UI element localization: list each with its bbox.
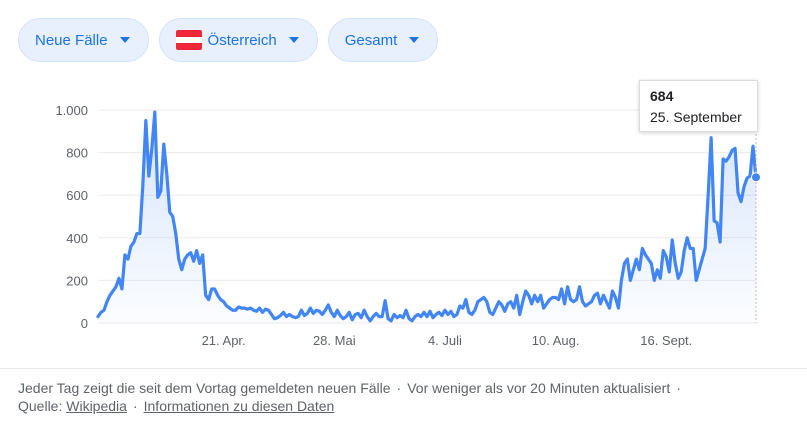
x-tick-label: 28. Mai <box>313 333 356 348</box>
y-tick-label: 400 <box>66 231 88 246</box>
source-label: Quelle: <box>18 398 63 414</box>
chevron-down-icon <box>409 37 420 43</box>
metric-dropdown[interactable]: Neue Fälle <box>18 18 149 62</box>
austria-flag-icon <box>175 30 202 50</box>
footer-separator: · <box>676 380 681 396</box>
hover-point <box>751 172 761 183</box>
series-area <box>98 112 756 323</box>
range-label: Gesamt <box>344 31 398 49</box>
series-line <box>96 110 758 323</box>
y-tick-label: 800 <box>66 146 88 161</box>
cases-line-chart[interactable]: 0 200 400 600 800 1.000 21. Apr. 28. Mai 4. Juli… <box>0 70 807 360</box>
y-tick-label: 600 <box>66 188 88 203</box>
tooltip-value: 684 <box>650 88 674 104</box>
range-dropdown[interactable]: Gesamt <box>327 18 439 62</box>
x-tick-label: 4. Juli <box>428 333 462 348</box>
footer-updated: Vor weniger als vor 20 Minuten aktualisi… <box>407 380 671 396</box>
footer-divider <box>0 368 807 369</box>
x-tick-label: 10. Aug. <box>532 333 580 348</box>
y-tick-label: 200 <box>66 273 88 288</box>
data-info-link[interactable]: Informationen zu diesen Daten <box>143 398 335 414</box>
x-tick-label: 21. Apr. <box>202 333 246 348</box>
flag-stripe-bottom <box>175 43 202 50</box>
chart-tooltip: 684 25. September <box>639 80 758 132</box>
wikipedia-link[interactable]: Wikipedia <box>66 398 127 414</box>
footer-separator: · <box>132 398 138 414</box>
tooltip-date: 25. September <box>650 109 742 125</box>
flag-stripe-top <box>175 30 202 37</box>
filter-bar: Neue Fälle Österreich Gesamt <box>18 18 439 62</box>
chevron-down-icon <box>288 37 299 43</box>
metric-label: Neue Fälle <box>35 31 108 49</box>
country-label: Österreich <box>207 31 277 49</box>
flag-stripe-middle <box>175 36 202 44</box>
y-tick-label: 1.000 <box>55 103 88 118</box>
footer-note: Jeder Tag zeigt die seit dem Vortag geme… <box>18 380 391 396</box>
x-tick-label: 16. Sept. <box>640 333 692 348</box>
footer-separator: · <box>396 380 402 396</box>
y-tick-label: 0 <box>81 316 88 331</box>
chart-footer: Jeder Tag zeigt die seit dem Vortag geme… <box>18 379 687 415</box>
country-dropdown[interactable]: Österreich <box>158 18 318 62</box>
chevron-down-icon <box>119 37 130 43</box>
